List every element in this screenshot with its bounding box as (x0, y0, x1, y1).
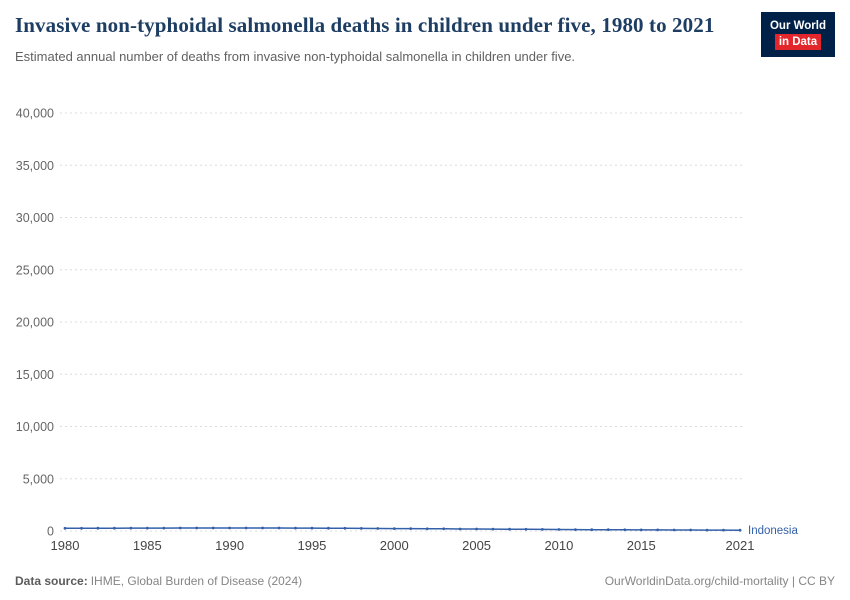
series-line-indonesia[interactable] (65, 527, 741, 531)
data-point-marker[interactable] (261, 526, 264, 530)
data-point-marker[interactable] (113, 526, 116, 530)
x-axis-tick-label: 1980 (51, 538, 80, 553)
chart-subtitle: Estimated annual number of deaths from i… (15, 49, 576, 65)
data-point-marker[interactable] (310, 526, 314, 530)
data-point-marker[interactable] (96, 526, 100, 530)
data-point-marker[interactable] (656, 528, 660, 532)
logo-text-top: Our World (769, 20, 826, 32)
data-point-marker[interactable] (738, 528, 742, 532)
data-point-marker[interactable] (541, 528, 544, 531)
data-point-marker[interactable] (557, 528, 561, 531)
data-point-marker[interactable] (409, 527, 413, 530)
data-point-marker[interactable] (376, 527, 380, 530)
data-point-marker[interactable] (392, 527, 396, 530)
chart-footer: Data source: IHME, Global Burden of Disea… (15, 574, 835, 588)
line-chart-canvas[interactable]: 0 5,000 10,000 15,000 20,000 25,000 30,000 35,0… (0, 100, 850, 570)
data-point-marker[interactable] (508, 527, 511, 531)
data-point-marker[interactable] (705, 528, 709, 532)
y-axis-tick-label: 30,000 (16, 211, 54, 225)
data-point-marker[interactable] (162, 526, 166, 530)
data-point-marker[interactable] (277, 526, 281, 530)
data-point-marker[interactable] (343, 526, 347, 530)
data-source-value: IHME, Global Burden of Disease (2024) (90, 574, 303, 588)
y-axis-tick-label: 10,000 (16, 420, 54, 434)
logo-text-bottom: in Data (770, 34, 826, 51)
data-point-marker[interactable] (606, 528, 610, 532)
data-point-marker[interactable] (590, 528, 594, 532)
data-point-marker[interactable] (491, 527, 495, 531)
x-axis-tick-label: 2010 (544, 538, 573, 553)
y-axis-tick-label: 25,000 (16, 263, 54, 277)
data-point-marker[interactable] (195, 526, 199, 530)
data-point-marker[interactable] (672, 528, 676, 532)
data-point-marker[interactable] (359, 527, 363, 530)
data-point-marker[interactable] (327, 526, 330, 530)
license-label: | CC BY (788, 574, 835, 588)
x-axis-tick-label: 1985 (133, 538, 162, 553)
data-point-marker[interactable] (129, 526, 133, 530)
data-point-marker[interactable] (475, 527, 478, 531)
data-point-marker[interactable] (211, 526, 215, 530)
y-axis-tick-label: 15,000 (16, 368, 54, 382)
data-point-marker[interactable] (574, 528, 577, 531)
data-point-marker[interactable] (458, 527, 462, 531)
data-point-marker[interactable] (639, 528, 643, 532)
data-point-marker[interactable] (63, 526, 67, 530)
data-source: Data source: IHME, Global Burden of Disea… (15, 574, 302, 588)
data-point-marker[interactable] (294, 526, 297, 530)
y-axis-tick-label: 0 (47, 525, 54, 539)
x-axis-tick-label: 1995 (297, 538, 326, 553)
data-point-marker[interactable] (689, 528, 692, 532)
y-axis-tick-label: 20,000 (16, 316, 54, 330)
y-axis-tick-label: 40,000 (16, 107, 54, 121)
x-axis-tick-label: 2021 (726, 538, 755, 553)
data-source-label: Data source: (15, 574, 88, 588)
series-end-label[interactable]: Indonesia (748, 525, 798, 537)
data-point-marker[interactable] (228, 526, 232, 530)
data-point-marker[interactable] (722, 528, 725, 532)
data-point-marker[interactable] (442, 527, 446, 531)
data-point-marker[interactable] (623, 528, 627, 532)
owid-url-link[interactable]: OurWorldinData.org/child-mortality (604, 574, 789, 588)
attribution: OurWorldinData.org/child-mortality | CC … (605, 574, 835, 588)
data-point-marker[interactable] (80, 526, 83, 530)
chart-header: Invasive non-typhoidal salmonella deaths… (15, 12, 835, 64)
x-axis-tick-label: 2015 (627, 538, 656, 553)
x-axis-tick-label: 2005 (462, 538, 491, 553)
y-axis-tick-label: 35,000 (16, 159, 54, 173)
data-point-marker[interactable] (178, 526, 182, 530)
owid-logo[interactable]: Our World in Data (760, 12, 835, 58)
y-axis-tick-label: 5,000 (23, 472, 54, 486)
data-point-marker[interactable] (145, 526, 149, 530)
data-point-marker[interactable] (425, 527, 429, 531)
x-axis-tick-label: 2000 (380, 538, 409, 553)
x-axis-tick-label: 1990 (215, 538, 244, 553)
data-point-marker[interactable] (244, 526, 248, 530)
data-point-marker[interactable] (524, 527, 528, 531)
chart-title: Invasive non-typhoidal salmonella deaths… (15, 13, 715, 37)
